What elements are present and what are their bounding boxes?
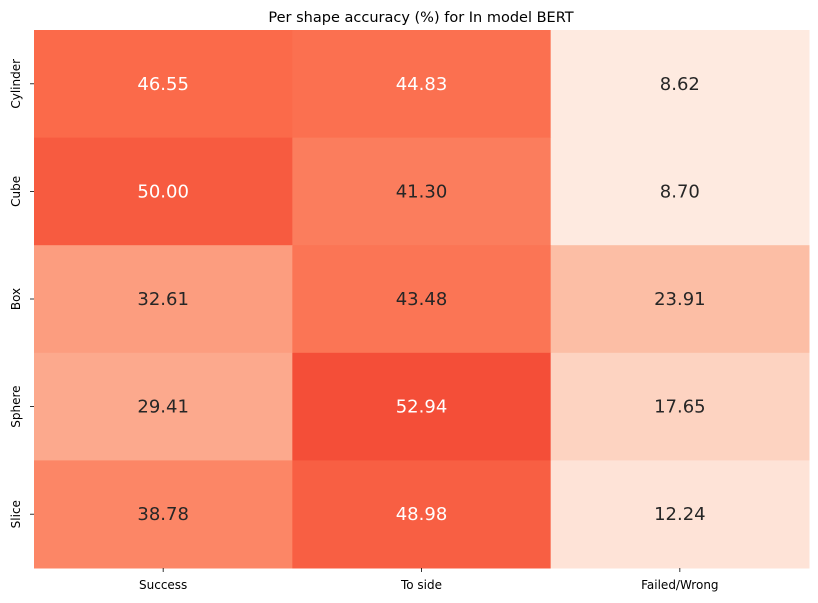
heatmap-cell [34,245,293,354]
heatmap-cell [550,30,810,139]
cell-value-label: 8.70 [660,181,700,202]
cell-value-label: 44.83 [396,74,448,95]
chart-title: Per shape accuracy (%) for In model BERT [268,10,573,26]
heatmap-cell [292,245,552,354]
y-tick-label: Cube [9,176,23,207]
heatmap-cell [34,30,293,139]
cell-value-label: 50.00 [137,181,189,202]
heatmap-cell [292,460,552,569]
x-tick-label: Success [139,578,187,592]
heatmap-cell [292,352,552,461]
heatmap-cell [34,137,293,246]
cell-value-label: 43.48 [396,289,448,310]
cell-value-label: 12.24 [654,504,706,525]
cell-value-label: 8.62 [660,74,700,95]
y-tick-label: Sphere [9,385,23,427]
y-tick-label: Cylinder [9,59,23,109]
cell-value-label: 41.30 [396,181,448,202]
cell-value-label: 29.41 [137,397,189,418]
x-tick-label: Failed/Wrong [641,578,718,592]
heatmap-cell [34,352,293,461]
heatmap-cells: 46.55 44.83 8.62 50.00 41.30 8.70 32.61 43.48 23… [34,30,810,569]
heatmap-cell [292,30,552,139]
cell-value-label: 38.78 [137,504,189,525]
cell-value-label: 23.91 [654,289,706,310]
cell-value-label: 48.98 [396,504,448,525]
heatmap-cell [550,352,810,461]
heatmap-cell [550,137,810,246]
y-tick-label: Slice [9,500,23,528]
heatmap-cell [292,137,552,246]
heatmap-cell [550,460,810,569]
x-tick-label: To side [400,578,442,592]
cell-value-label: 17.65 [654,397,706,418]
cell-value-label: 32.61 [137,289,189,310]
cell-value-label: 46.55 [137,74,189,95]
x-axis: Success To side Failed/Wrong [139,568,719,592]
y-tick-label: Box [9,288,23,310]
heatmap-cell [34,460,293,569]
y-axis: Cylinder Cube Box Sphere Slice [9,59,34,528]
heatmap-cell [550,245,810,354]
cell-value-label: 52.94 [396,397,448,418]
